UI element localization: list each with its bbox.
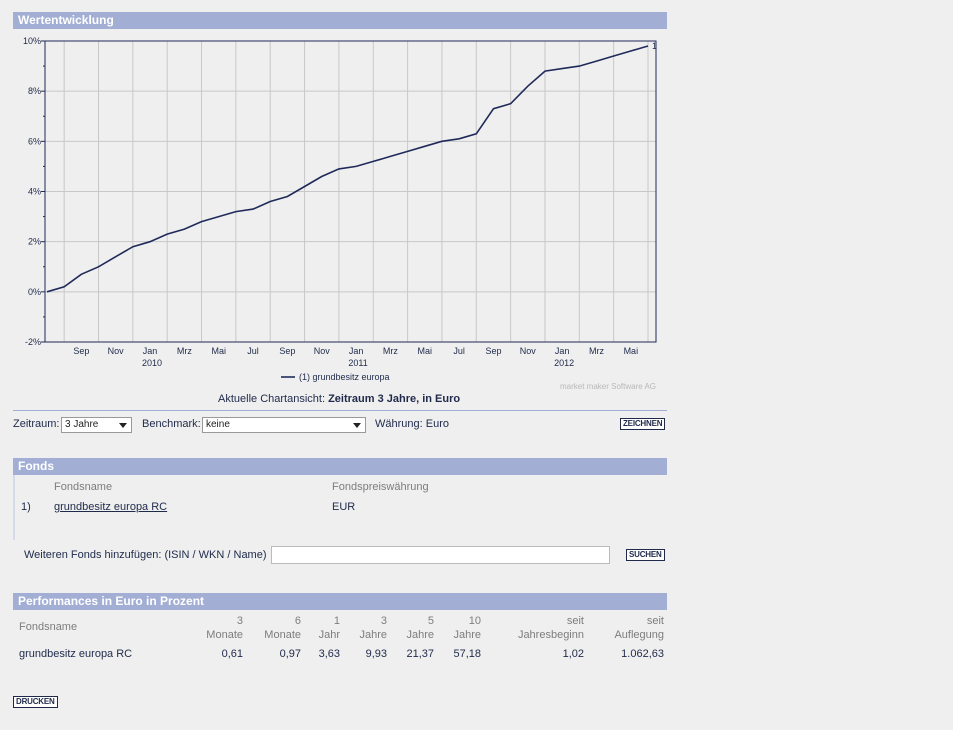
zeitraum-label: Zeitraum:: [13, 418, 60, 430]
performance-value: 9,93: [365, 648, 387, 660]
x-year-label: 2012: [554, 358, 574, 368]
chevron-down-icon: [119, 423, 127, 428]
divider: [13, 410, 667, 411]
chart-legend: (1) grundbesitz europa: [281, 372, 390, 382]
fonds-left-border: [13, 475, 15, 540]
fonds-header: Fonds: [13, 458, 667, 475]
series-line-grundbesitz-europa: [46, 45, 649, 293]
performance-col-header-bottom: Auflegung: [614, 629, 664, 641]
zeichnen-button[interactable]: ZEICHNEN: [620, 418, 666, 430]
performance-col-header-top: 1: [333, 615, 340, 627]
performance-value: 21,37: [406, 648, 434, 660]
x-tick-label: Mai: [211, 346, 226, 356]
y-tick-label: 4%: [28, 187, 41, 197]
y-tick-label: 2%: [28, 237, 41, 247]
benchmark-label: Benchmark:: [142, 418, 201, 430]
performance-value: 1.062,63: [621, 648, 664, 660]
performance-col-header-top: seit: [646, 615, 664, 627]
x-year-label: 2011: [348, 358, 367, 368]
fonds-col-name: Fondsname: [54, 481, 113, 493]
performance-col-header: 1 Jahr: [250, 614, 340, 642]
x-tick-label: Jan: [349, 346, 364, 356]
series-end-label: 1: [652, 41, 657, 51]
performance-col-header: 10 Jahre: [391, 614, 481, 642]
performance-col-header-top: 10: [468, 615, 481, 627]
x-tick-label: Mai: [624, 346, 639, 356]
fonds-search-input[interactable]: [271, 546, 610, 564]
y-tick-label: 8%: [28, 86, 41, 96]
performance-value: 57,18: [453, 648, 481, 660]
wertentwicklung-header: Wertentwicklung: [13, 12, 667, 29]
performance-value: 1,02: [562, 648, 584, 660]
performance-col-header-top: 3: [380, 615, 387, 627]
x-tick-label: Jan: [143, 346, 158, 356]
performance-col-header: 5 Jahre: [344, 614, 434, 642]
performance-chart: 10% 8% 6% 4% 2% 0% -2% Sep Nov Jan Mrz Mai Jul Sep No…: [23, 36, 657, 382]
performance-col-header-top: 6: [294, 615, 301, 627]
current-view: Aktuelle Chartansicht: Zeitraum 3 Jahre,…: [218, 393, 460, 405]
suchen-button[interactable]: SUCHEN: [626, 549, 665, 561]
performance-col-header-bottom: Jahresbeginn: [517, 629, 584, 641]
performance-header: Performances in Euro in Prozent: [13, 593, 667, 610]
performance-col-header: seit Auflegung: [574, 614, 664, 642]
x-tick-label: Sep: [279, 346, 295, 356]
performance-col-header-bottom: Jahre: [406, 629, 434, 641]
zeitraum-select-value: 3 Jahre: [65, 419, 99, 430]
performance-col-header: seit Jahresbeginn: [494, 614, 584, 642]
chevron-down-icon: [353, 423, 361, 428]
performance-row-name: grundbesitz europa RC: [19, 648, 133, 660]
performance-col-header-bottom: Jahre: [453, 629, 481, 641]
performance-col-header-top: 5: [427, 615, 434, 627]
x-tick-label: Mrz: [383, 346, 398, 356]
current-view-prefix: Aktuelle Chartansicht:: [218, 393, 325, 405]
performance-value: 0,97: [279, 648, 301, 660]
performance-col-header: 6 Monate: [211, 614, 301, 642]
performance-col-name: Fondsname: [19, 621, 78, 633]
fonds-row-index: 1): [21, 501, 31, 513]
performance-col-header-bottom: Monate: [264, 629, 301, 641]
x-tick-label: Nov: [520, 346, 537, 356]
add-fonds-label: Weiteren Fonds hinzufügen: (ISIN / WKN /…: [24, 549, 267, 561]
x-tick-label: Nov: [314, 346, 331, 356]
performance-col-header-bottom: Monate: [206, 629, 243, 641]
x-tick-label: Sep: [73, 346, 89, 356]
x-tick-label: Mai: [418, 346, 433, 356]
performance-col-header-bottom: Jahr: [318, 629, 340, 641]
x-tick-label: Sep: [485, 346, 501, 356]
performance-col-header: 3 Jahre: [297, 614, 387, 642]
legend-entry: (1) grundbesitz europa: [299, 372, 390, 382]
x-tick-label: Mrz: [177, 346, 192, 356]
performance-col-header: 3 Monate: [153, 614, 243, 642]
performance-col-header-top: seit: [566, 615, 584, 627]
performance-col-header-bottom: Jahre: [359, 629, 387, 641]
waehrung-label: Währung: Euro: [375, 418, 449, 430]
drucken-button[interactable]: DRUCKEN: [13, 696, 58, 708]
x-tick-label: Jul: [247, 346, 259, 356]
fonds-col-currency: Fondspreiswährung: [332, 481, 429, 493]
y-tick-label: 0%: [28, 287, 41, 297]
y-tick-label: 10%: [23, 36, 41, 46]
performance-col-header-top: 3: [236, 615, 243, 627]
x-year-label: 2010: [142, 358, 162, 368]
chart-credit: market maker Software AG: [560, 382, 657, 391]
zeitraum-select[interactable]: 3 Jahre: [61, 417, 132, 433]
benchmark-select[interactable]: keine: [202, 417, 366, 433]
x-tick-label: Mrz: [589, 346, 604, 356]
x-tick-label: Jul: [453, 346, 465, 356]
x-tick-label: Jan: [555, 346, 570, 356]
performance-value: 3,63: [318, 648, 340, 660]
benchmark-select-value: keine: [206, 419, 230, 430]
fonds-row-name-link[interactable]: grundbesitz europa RC: [54, 501, 168, 513]
fonds-row-currency: EUR: [332, 501, 356, 513]
y-tick-label: 6%: [28, 136, 41, 146]
current-view-value: Zeitraum 3 Jahre, in Euro: [328, 393, 461, 405]
performance-value: 0,61: [221, 648, 243, 660]
y-tick-label: -2%: [25, 337, 41, 347]
x-tick-label: Nov: [108, 346, 125, 356]
